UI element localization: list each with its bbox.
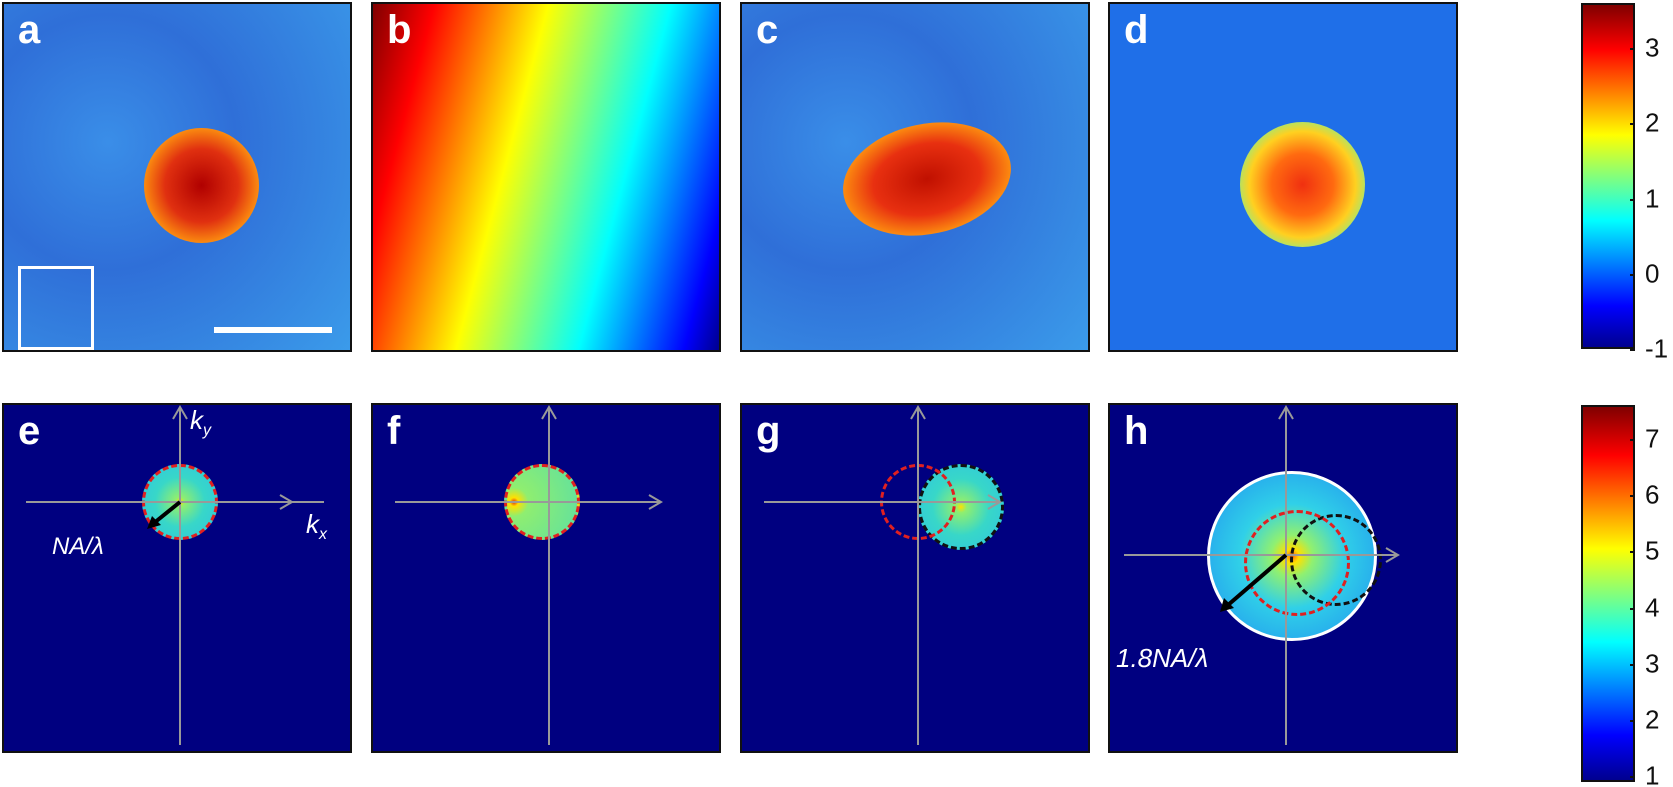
panel-label: c: [756, 8, 779, 52]
inset-box: [18, 266, 94, 350]
colorbar-tick: [1630, 273, 1635, 276]
colorbar-tick: [1630, 551, 1635, 554]
panel-d: d: [1108, 2, 1458, 352]
colorbar-tick-label: 3: [1645, 648, 1660, 679]
colorbar-tick: [1630, 123, 1635, 126]
colorbar-tick-label: 6: [1645, 479, 1660, 510]
panel-label: g: [756, 409, 781, 453]
pupil-circle: [1244, 510, 1350, 616]
panel-g: g: [740, 403, 1090, 753]
panel-label: a: [18, 8, 41, 52]
colorbar-tick-label: 5: [1645, 535, 1660, 566]
axes-overlay: [764, 405, 1002, 745]
axes-overlay: [395, 405, 663, 745]
scale-bar: [214, 327, 332, 333]
kx-label: kx: [306, 509, 327, 544]
colorbar-tick-label: -1: [1645, 333, 1669, 364]
colorbar-tick-label: 2: [1645, 107, 1660, 138]
colorbar-tick: [1630, 349, 1635, 351]
colorbar-tick-label: 0: [1645, 258, 1660, 289]
panel-b: b: [371, 2, 721, 352]
colorbar-tick: [1630, 607, 1635, 610]
sample-phase-blob: [832, 107, 1022, 251]
ky-label: ky: [190, 405, 211, 440]
colorbar-tick: [1630, 776, 1635, 779]
colorbar-tick: [1630, 720, 1635, 723]
panel-e: e ky kx NA/λ: [2, 403, 352, 753]
colorbar-tick-label: 7: [1645, 423, 1660, 454]
panel-label: f: [387, 409, 401, 453]
panel-label: e: [18, 409, 41, 453]
colorbar-bottom: [1581, 405, 1635, 782]
panel-f: f: [371, 403, 721, 753]
colorbar-tick: [1630, 48, 1635, 51]
panel-label: h: [1124, 409, 1149, 453]
panel-label: b: [387, 8, 412, 52]
colorbar-tick-label: 1: [1645, 760, 1660, 787]
axes-overlay: [1124, 405, 1400, 745]
colorbar-tick: [1630, 438, 1635, 441]
na-label: NA/λ: [52, 533, 104, 560]
colorbar-tick-label: 3: [1645, 32, 1660, 63]
colorbar-tick-label: 4: [1645, 592, 1660, 623]
colorbar-tick: [1630, 495, 1635, 498]
colorbar-tick-label: 1: [1645, 183, 1660, 214]
colorbar-top: [1581, 3, 1635, 349]
colorbar-tick-label: 2: [1645, 704, 1660, 735]
panel-c: c: [740, 2, 1090, 352]
panel-h: h 1.8NA/λ: [1108, 403, 1458, 753]
sample-phase-blob: [1240, 122, 1365, 247]
colorbar-tick: [1630, 198, 1635, 201]
panel-label: d: [1124, 8, 1149, 52]
colorbar-tick: [1630, 663, 1635, 666]
axes-overlay: [26, 405, 294, 745]
synthetic-na-label: 1.8NA/λ: [1116, 643, 1209, 673]
panel-a: a: [2, 2, 352, 352]
sample-phase-blob: [144, 128, 259, 243]
